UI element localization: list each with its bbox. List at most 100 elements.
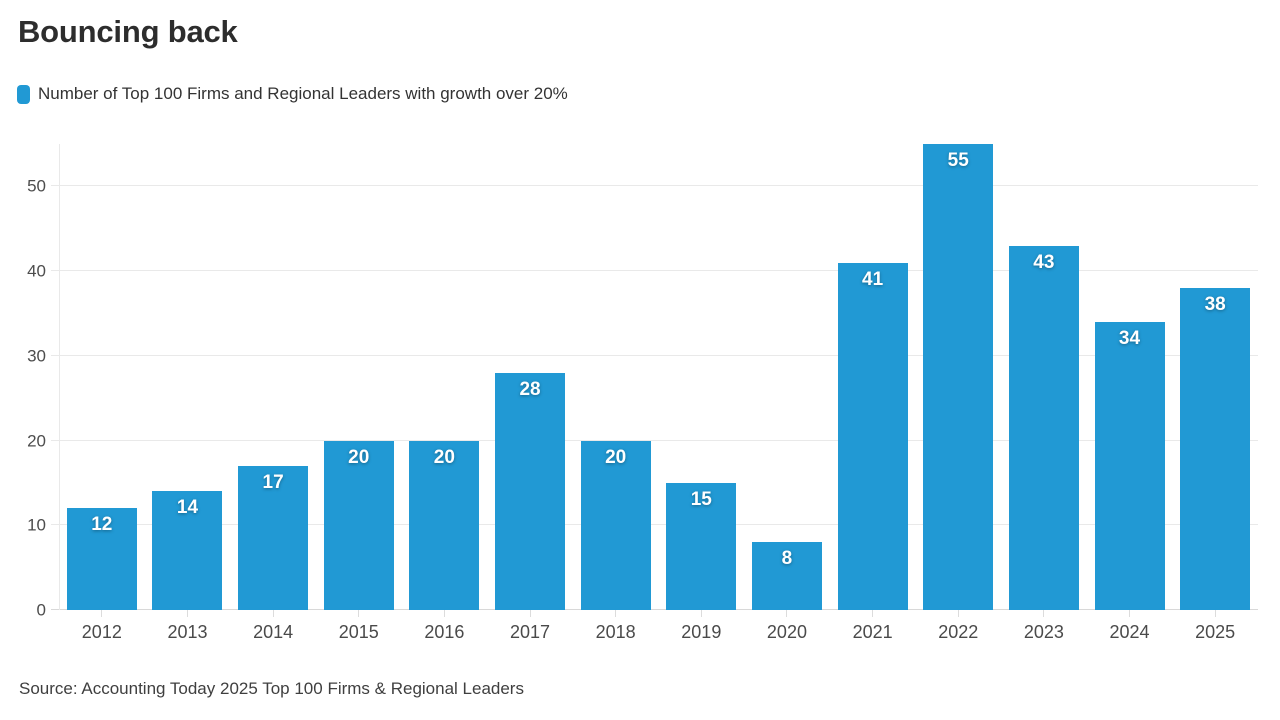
bar-value-label: 43 <box>1033 252 1055 273</box>
bar-value-label: 8 <box>781 548 793 569</box>
y-axis-tick-label: 0 <box>36 600 46 620</box>
x-axis-tick-label: 2017 <box>510 622 551 642</box>
bar-slot: 17 <box>230 144 316 610</box>
x-axis-tick-label: 2015 <box>338 622 379 642</box>
gridline <box>51 354 1258 356</box>
legend-swatch-icon <box>17 84 30 104</box>
legend-label: Number of Top 100 Firms and Regional Lea… <box>38 84 568 103</box>
bar-slot: 15 <box>658 144 744 610</box>
x-axis-tick <box>272 610 274 617</box>
chart-title: Bouncing back <box>18 14 238 49</box>
bar-slot: 20 <box>316 144 402 610</box>
x-axis-tick-label: 2012 <box>81 622 122 642</box>
tick-slot <box>230 610 316 617</box>
gridline <box>51 524 1258 526</box>
x-axis-tick-label: 2024 <box>1109 622 1150 642</box>
x-axis-tick-label: 2020 <box>766 622 807 642</box>
bar-value-label: 20 <box>348 447 370 468</box>
y-axis-tick-label: 30 <box>27 346 46 366</box>
bar-2025: 38 <box>1180 288 1251 610</box>
bar-2016: 20 <box>409 441 480 610</box>
x-axis-tick <box>101 610 103 617</box>
x-axis-tick <box>615 610 617 617</box>
x-axis-tick <box>186 610 188 617</box>
gridline <box>51 270 1258 272</box>
x-axis-tick <box>529 610 531 617</box>
bar-slot: 43 <box>1001 144 1087 610</box>
bar-2013: 14 <box>152 491 223 610</box>
bar-slot: 34 <box>1087 144 1173 610</box>
bar-value-label: 34 <box>1118 328 1141 349</box>
bar-2018: 20 <box>580 441 651 610</box>
tick-slot <box>316 610 402 617</box>
x-axis-tick <box>1043 610 1045 617</box>
tick-slot <box>59 610 145 617</box>
bar-value-label: 38 <box>1204 294 1226 315</box>
x-axis-tick-label: 2022 <box>938 622 979 642</box>
bars-area: 12 14 17 20 20 28 20 15 8 41 55 43 34 38 <box>59 144 1258 610</box>
bar-value-label: 20 <box>605 447 627 468</box>
bar-2012: 12 <box>66 508 137 610</box>
tick-slot <box>487 610 573 617</box>
x-axis-tick-label: 2023 <box>1023 622 1064 642</box>
bar-slot: 55 <box>915 144 1001 610</box>
bar-slot: 20 <box>402 144 488 610</box>
x-axis-tick-label: 2014 <box>253 622 294 642</box>
bar-value-label: 14 <box>176 497 199 518</box>
x-axis-tick-label: 2016 <box>424 622 465 642</box>
x-axis-tick <box>872 610 874 617</box>
bar-slot: 38 <box>1172 144 1258 610</box>
bar-slot: 28 <box>487 144 573 610</box>
bar-slot: 41 <box>830 144 916 610</box>
tick-slot <box>744 610 830 617</box>
tick-slot <box>1172 610 1258 617</box>
y-axis-line <box>59 144 60 610</box>
y-axis-tick-label: 10 <box>27 515 46 535</box>
x-axis-tick <box>700 610 702 617</box>
x-axis-tick-label: 2025 <box>1195 622 1236 642</box>
bar-2021: 41 <box>837 263 908 610</box>
bar-value-label: 28 <box>519 379 541 400</box>
bar-2020: 8 <box>751 542 822 610</box>
bar-2019: 15 <box>666 483 737 610</box>
x-axis-ticks <box>59 610 1258 617</box>
tick-slot <box>402 610 488 617</box>
bar-slot: 14 <box>145 144 231 610</box>
x-axis-tick-label: 2019 <box>681 622 722 642</box>
bar-2022: 55 <box>923 144 994 610</box>
bar-value-label: 17 <box>262 472 284 493</box>
tick-slot <box>145 610 231 617</box>
x-axis-tick <box>1129 610 1130 617</box>
x-axis-tick-label: 2021 <box>852 622 893 642</box>
x-axis-tick <box>786 610 788 617</box>
tick-slot <box>915 610 1001 617</box>
gridline <box>51 185 1258 187</box>
bar-value-label: 15 <box>690 489 712 510</box>
tick-slot <box>1087 610 1173 617</box>
y-axis-tick-label: 40 <box>27 261 46 281</box>
x-axis-tick <box>957 610 959 617</box>
bar-2017: 28 <box>495 373 566 610</box>
bar-chart: 12 14 17 20 20 28 20 15 8 41 55 43 34 38 2012 2013 2014… <box>51 144 1258 642</box>
x-axis-tick <box>443 610 445 617</box>
gridline <box>51 609 1258 610</box>
y-axis-labels: 0 10 20 30 40 50 <box>0 144 46 619</box>
bar-2015: 20 <box>323 441 394 610</box>
legend: Number of Top 100 Firms and Regional Lea… <box>17 84 568 104</box>
bar-value-label: 41 <box>862 269 884 290</box>
bar-2014: 17 <box>238 466 309 610</box>
bar-slot: 8 <box>744 144 830 610</box>
x-axis-tick-label: 2013 <box>167 622 208 642</box>
x-axis-tick <box>1214 610 1216 617</box>
tick-slot <box>830 610 916 617</box>
tick-slot <box>658 610 744 617</box>
bar-value-label: 12 <box>91 514 113 535</box>
tick-slot <box>573 610 659 617</box>
bar-value-label: 20 <box>433 447 455 468</box>
tick-slot <box>1001 610 1087 617</box>
y-axis-tick-label: 50 <box>27 176 46 196</box>
gridline <box>51 439 1258 441</box>
bar-slot: 12 <box>59 144 145 610</box>
bar-2023: 43 <box>1008 246 1079 610</box>
